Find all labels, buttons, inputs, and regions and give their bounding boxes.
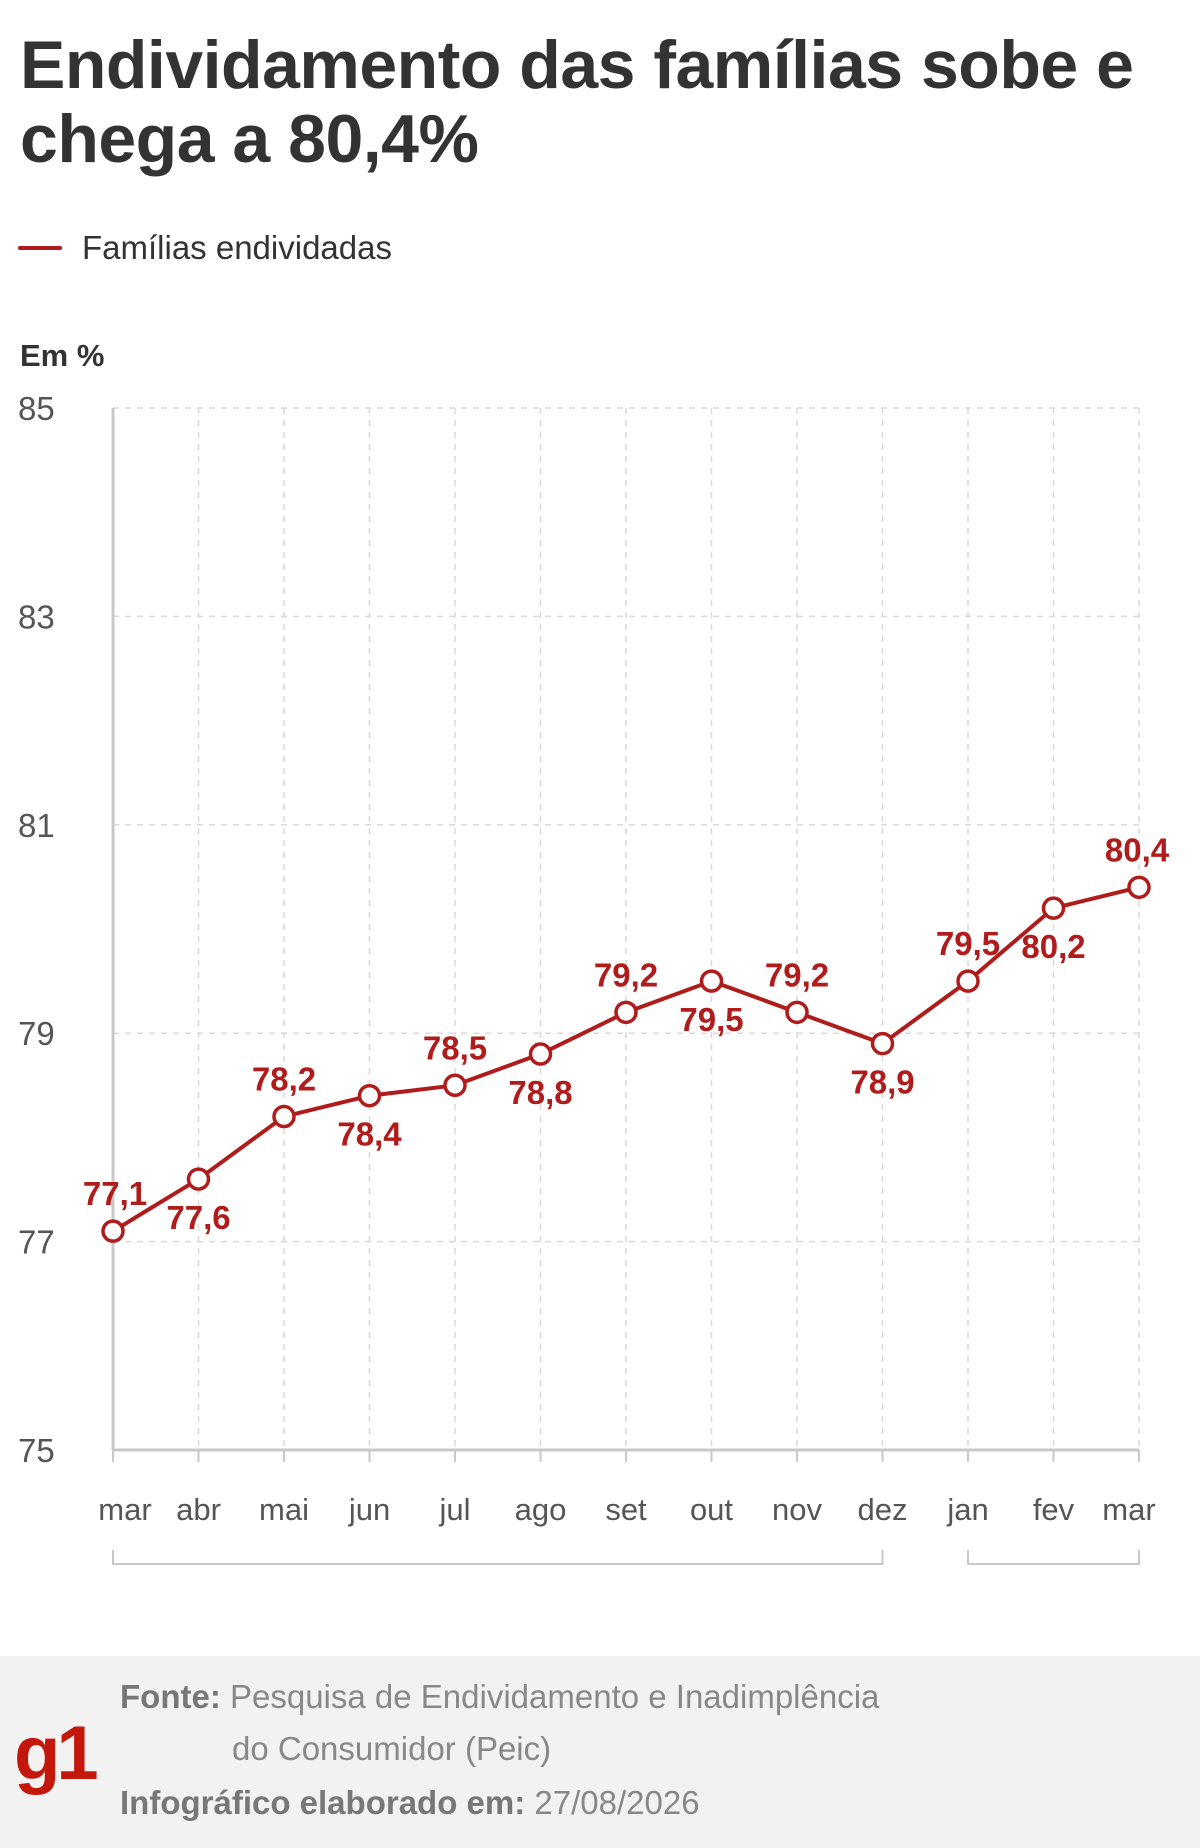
x-tick-label: mar xyxy=(1102,1492,1155,1527)
year-groups: 20252026 xyxy=(112,1550,1140,1565)
g1-logo: g1 xyxy=(14,1711,99,1796)
data-label: 79,5 xyxy=(679,1001,743,1038)
data-labels: 77,1 77,6 78,2 78,4 78,5 78,8 79,2 79,5 79,2 78,9… xyxy=(83,831,1170,1236)
data-label: 78,9 xyxy=(850,1064,914,1101)
y-tick-labels: 75 77 79 81 83 85 xyxy=(18,390,55,1469)
legend-label: Famílias endividadas xyxy=(82,229,392,266)
data-point xyxy=(528,1042,553,1066)
year-bracket xyxy=(967,1550,1140,1565)
y-tick-label: 79 xyxy=(18,1015,55,1052)
data-point xyxy=(699,969,724,993)
y-tick-label: 85 xyxy=(18,390,55,427)
data-label: 79,2 xyxy=(594,956,658,993)
data-point xyxy=(357,1083,382,1108)
y-axis-label: Em % xyxy=(20,338,104,373)
data-point xyxy=(443,1073,467,1098)
x-tick-label: out xyxy=(690,1492,733,1527)
data-point xyxy=(101,1219,125,1243)
data-point xyxy=(785,1000,809,1025)
vertical-gridlines xyxy=(112,408,1140,1450)
y-tick-label: 81 xyxy=(18,807,55,844)
y-tick-label: 83 xyxy=(18,598,55,635)
y-tick-label: 75 xyxy=(18,1432,55,1469)
data-label: 77,1 xyxy=(83,1175,147,1212)
data-label: 78,4 xyxy=(337,1116,402,1153)
data-point xyxy=(1127,875,1151,900)
legend-swatch xyxy=(18,246,62,250)
source-line-2: do Consumidor (Peic) xyxy=(232,1730,551,1768)
data-point xyxy=(1041,896,1066,920)
x-tick-label: mai xyxy=(259,1492,309,1527)
year-bracket xyxy=(112,1550,884,1565)
date-line: Infográfico elaborado em: 27/08/2026 xyxy=(120,1784,700,1822)
data-label: 80,2 xyxy=(1021,928,1085,965)
data-point xyxy=(956,969,980,993)
footer: g1 Fonte: Pesquisa de Endividamento e In… xyxy=(0,1656,1200,1848)
x-tick-label: jun xyxy=(348,1492,390,1527)
x-tick-label: jan xyxy=(946,1492,988,1527)
data-label: 79,2 xyxy=(765,956,829,993)
source-text-1: Pesquisa de Endividamento e Inadimplênci… xyxy=(229,1678,880,1715)
data-label: 80,4 xyxy=(1105,831,1170,868)
data-label: 78,5 xyxy=(423,1029,487,1066)
data-point xyxy=(614,1000,638,1025)
x-tick-label: set xyxy=(605,1492,647,1527)
x-tick-labels: mar abr mai jun jul ago set out nov dez jan fev mar xyxy=(98,1450,1156,1527)
data-label: 79,5 xyxy=(936,925,1000,962)
horizontal-gridlines xyxy=(113,407,1139,1243)
source-text-2: do Consumidor (Peic) xyxy=(232,1730,552,1767)
x-tick-label: mar xyxy=(98,1492,151,1527)
data-point xyxy=(186,1167,211,1191)
data-label: 77,6 xyxy=(166,1199,230,1236)
date-label: Infográfico elaborado em: xyxy=(120,1784,526,1821)
data-label: 78,8 xyxy=(508,1074,572,1111)
data-point xyxy=(272,1104,296,1129)
date-value: 27/08/2026 xyxy=(534,1784,700,1821)
x-tick-label: nov xyxy=(772,1492,822,1527)
x-tick-label: abr xyxy=(176,1492,221,1527)
chart-title: Endividamento das famílias sobe e chega … xyxy=(20,27,1134,177)
x-tick-label: fev xyxy=(1033,1492,1075,1527)
y-tick-label: 77 xyxy=(18,1224,55,1261)
series-famílias-endividadas xyxy=(101,875,1151,1243)
x-tick-label: dez xyxy=(858,1492,908,1527)
source-line: Fonte: Pesquisa de Endividamento e Inadi… xyxy=(120,1678,879,1716)
data-point xyxy=(870,1031,895,1056)
chart-legend: Famílias endividadas xyxy=(18,226,392,270)
source-label: Fonte: xyxy=(120,1678,221,1715)
x-tick-label: ago xyxy=(515,1492,567,1527)
x-tick-label: jul xyxy=(438,1492,470,1527)
data-label: 78,2 xyxy=(252,1061,316,1098)
